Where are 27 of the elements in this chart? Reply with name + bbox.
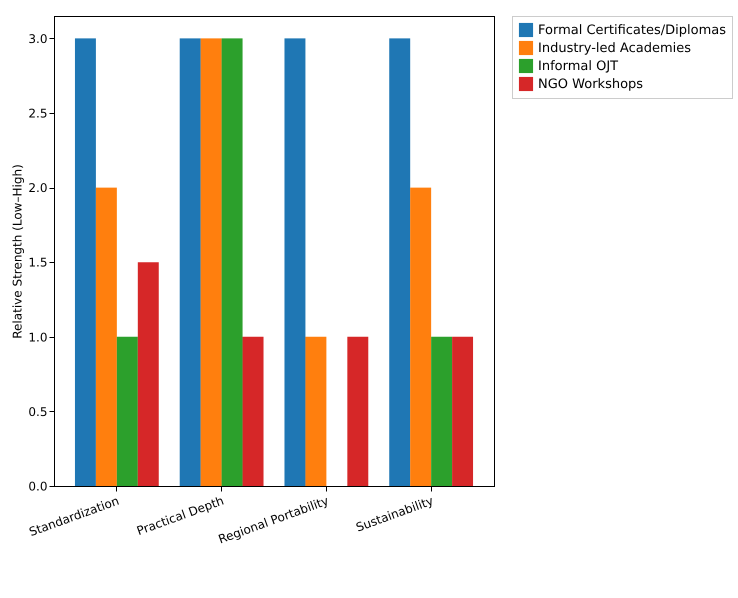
legend-label: NGO Workshops [538,77,644,92]
bar [389,38,410,486]
y-tick-label: 1.5 [28,256,48,270]
y-tick-label: 0.5 [28,404,48,419]
bar [347,336,368,486]
bar [180,38,201,486]
bar [284,38,306,486]
y-tick-label: 0.0 [28,480,48,494]
bar [222,38,243,486]
bar [242,336,264,486]
bar [431,336,452,486]
y-tick-label: 2.0 [28,181,48,196]
bar [138,262,159,486]
legend-label: Informal OJT [538,59,618,74]
bar [200,38,222,486]
bar [74,38,96,486]
y-axis-title: Relative Strength (Low–High) [10,164,24,339]
legend-label: Industry-led Academies [538,41,692,56]
y-tick-label: 2.5 [28,106,48,120]
y-tick-label: 3.0 [28,32,48,46]
bar [116,336,138,486]
bar [96,188,117,486]
legend-label: Formal Certificates/Diplomas [538,23,726,38]
bar [305,336,326,486]
bar [452,336,474,486]
bar [410,188,432,486]
y-tick-label: 1.0 [28,330,48,344]
